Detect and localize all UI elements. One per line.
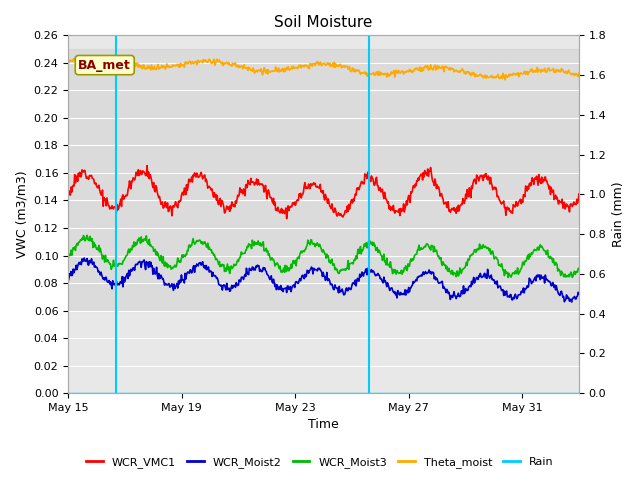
Y-axis label: VWC (m3/m3): VWC (m3/m3) [15,170,28,258]
Title: Soil Moisture: Soil Moisture [275,15,372,30]
Bar [68,49,579,311]
Legend: WCR_VMC1, WCR_Moist2, WCR_Moist3, Theta_moist, Rain: WCR_VMC1, WCR_Moist2, WCR_Moist3, Theta_… [82,452,558,472]
Y-axis label: Rain (mm): Rain (mm) [612,181,625,247]
X-axis label: Time: Time [308,419,339,432]
Text: BA_met: BA_met [78,59,131,72]
